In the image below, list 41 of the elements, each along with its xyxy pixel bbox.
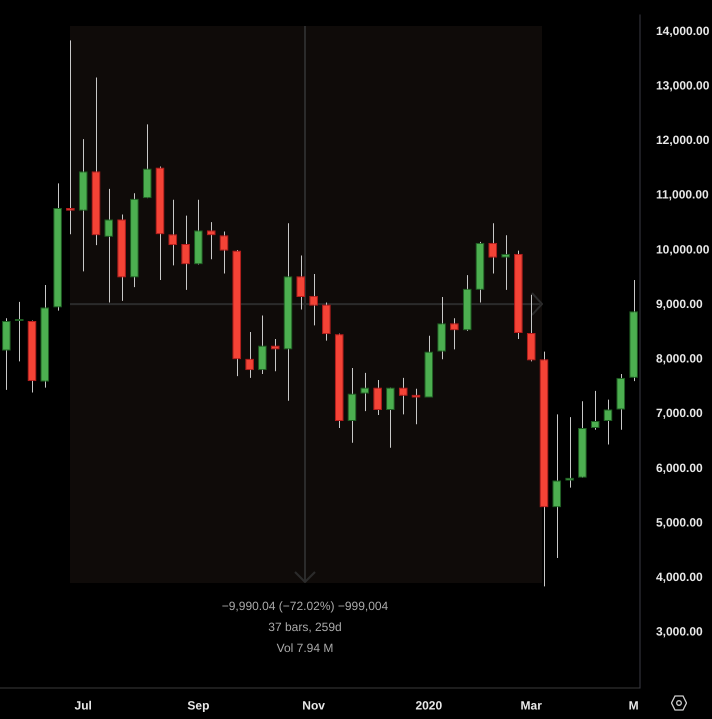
- candlestick: [245, 331, 254, 378]
- x-tick-label: M: [628, 698, 639, 713]
- x-tick-label: 2020: [415, 698, 442, 713]
- y-tick-label: 9,000.00: [656, 296, 704, 311]
- y-tick-label: 5,000.00: [656, 515, 704, 530]
- candlestick: [220, 230, 228, 274]
- candlestick: [373, 380, 382, 416]
- candlestick: [412, 388, 420, 425]
- candlestick: [181, 215, 190, 290]
- x-tick-label: Nov: [302, 698, 326, 713]
- candlestick: [168, 199, 178, 266]
- annotation: 37 bars, 259d: [267, 619, 343, 636]
- candlestick: [590, 390, 600, 430]
- y-tick-label: 12,000.00: [656, 133, 710, 148]
- candlestick: [360, 372, 370, 412]
- candlestick: [296, 254, 306, 310]
- candlestick: [450, 318, 459, 350]
- candlestick: [270, 338, 280, 372]
- candlestick: [14, 301, 24, 362]
- annotation: Vol 7.94 M: [276, 640, 334, 657]
- annotation: −9,990.04 (−72.02%) −999,004: [220, 598, 390, 615]
- x-tick-label: Sep: [187, 698, 210, 713]
- y-tick-label: 6,000.00: [656, 460, 704, 475]
- y-tick-label: 4,000.00: [656, 570, 704, 584]
- x-tick-label: Mar: [520, 698, 542, 713]
- y-tick-label: 11,000.00: [656, 188, 710, 202]
- y-tick-label: 8,000.00: [656, 352, 704, 366]
- candlestick: [604, 399, 612, 445]
- candlestick: [386, 387, 395, 448]
- y-tick-label: 7,000.00: [656, 406, 704, 420]
- y-tick-label: 3,000.00: [656, 624, 704, 639]
- candlestick: [398, 377, 408, 415]
- y-tick-label: 10,000.00: [656, 242, 710, 256]
- candlestick: [206, 222, 216, 260]
- x-tick-label: Jul: [74, 698, 92, 713]
- y-tick-label: 13,000.00: [656, 78, 710, 93]
- y-tick-label: 14,000.00: [656, 24, 710, 38]
- candlestick: [309, 274, 318, 326]
- candlestick: [258, 315, 267, 374]
- candlestick: [488, 222, 498, 274]
- candlestick: [104, 188, 114, 303]
